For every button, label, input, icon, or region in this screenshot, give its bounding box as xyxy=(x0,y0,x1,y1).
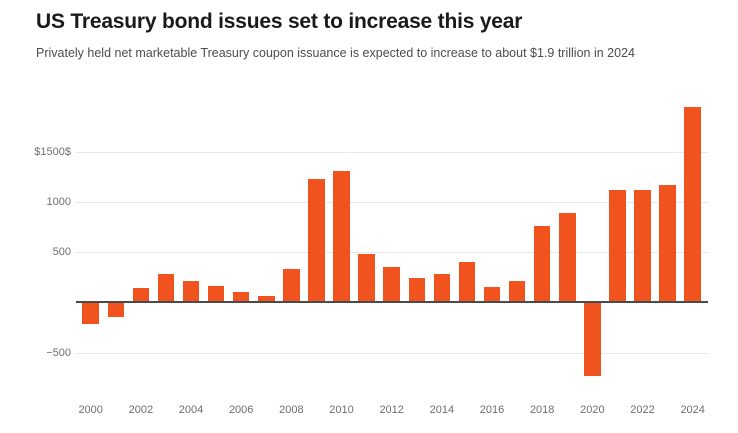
bar-2021 xyxy=(609,189,626,303)
bar-2010 xyxy=(333,170,350,303)
gridline-1000 xyxy=(76,201,708,203)
bar-2007 xyxy=(258,296,275,303)
bar-2017 xyxy=(508,281,526,303)
gridline-500 xyxy=(76,252,708,254)
x-axis-tick-label: 2006 xyxy=(228,403,254,416)
y-axis-tick-label: $1500$ xyxy=(34,145,71,158)
x-axis-tick-label: 2008 xyxy=(279,403,304,416)
bar-2009 xyxy=(308,179,325,303)
x-axis-tick-label: 2004 xyxy=(178,403,204,416)
x-axis-tick-label: 2010 xyxy=(329,403,354,416)
x-axis-tick-label: 2000 xyxy=(78,403,103,416)
x-axis-line xyxy=(76,301,708,304)
y-axis-tick-label: −500 xyxy=(46,346,71,359)
x-axis-tick-label: 2018 xyxy=(529,403,555,416)
x-axis-tick-label: 2016 xyxy=(479,403,505,416)
bar-2023 xyxy=(659,185,676,303)
y-axis-tick-label: 500 xyxy=(52,246,71,259)
bar-2002 xyxy=(132,288,150,303)
bar-2012 xyxy=(383,267,400,303)
chart-title: US Treasury bond issues set to increase … xyxy=(36,10,523,33)
bar-2015 xyxy=(458,262,476,303)
bar-2006 xyxy=(232,291,250,303)
x-axis-tick-label: 2024 xyxy=(680,403,705,416)
bar-2001 xyxy=(107,302,125,318)
gridline-1500 xyxy=(76,151,708,153)
bar-2013 xyxy=(408,278,426,303)
x-axis-tick-label: 2012 xyxy=(379,403,404,416)
bar-2011 xyxy=(358,254,375,303)
y-axis-tick-label: 1000 xyxy=(46,195,71,208)
x-axis-tick-label: 2020 xyxy=(580,403,605,416)
bar-2018 xyxy=(533,226,551,303)
gridline--500 xyxy=(76,352,708,354)
bar-2004 xyxy=(182,280,200,303)
bar-2022 xyxy=(634,189,651,303)
bar-2003 xyxy=(157,274,175,303)
bar-2000 xyxy=(82,302,99,325)
bar-2014 xyxy=(433,273,451,303)
bar-2024 xyxy=(684,106,701,303)
chart-subtitle: Privately held net marketable Treasury c… xyxy=(36,46,635,60)
bar-2020 xyxy=(584,302,601,376)
bar-2005 xyxy=(207,285,225,303)
x-axis-tick-label: 2002 xyxy=(128,403,154,416)
x-axis-tick-label: 2022 xyxy=(630,403,655,416)
x-axis-tick-label: 2014 xyxy=(429,403,455,416)
bar-2008 xyxy=(283,268,300,303)
bar-2019 xyxy=(559,212,576,303)
bar-2016 xyxy=(483,286,501,303)
